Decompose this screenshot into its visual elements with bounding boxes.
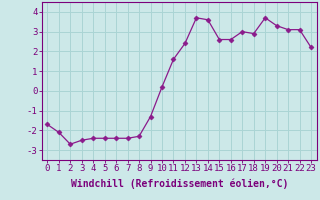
X-axis label: Windchill (Refroidissement éolien,°C): Windchill (Refroidissement éolien,°C) bbox=[70, 179, 288, 189]
